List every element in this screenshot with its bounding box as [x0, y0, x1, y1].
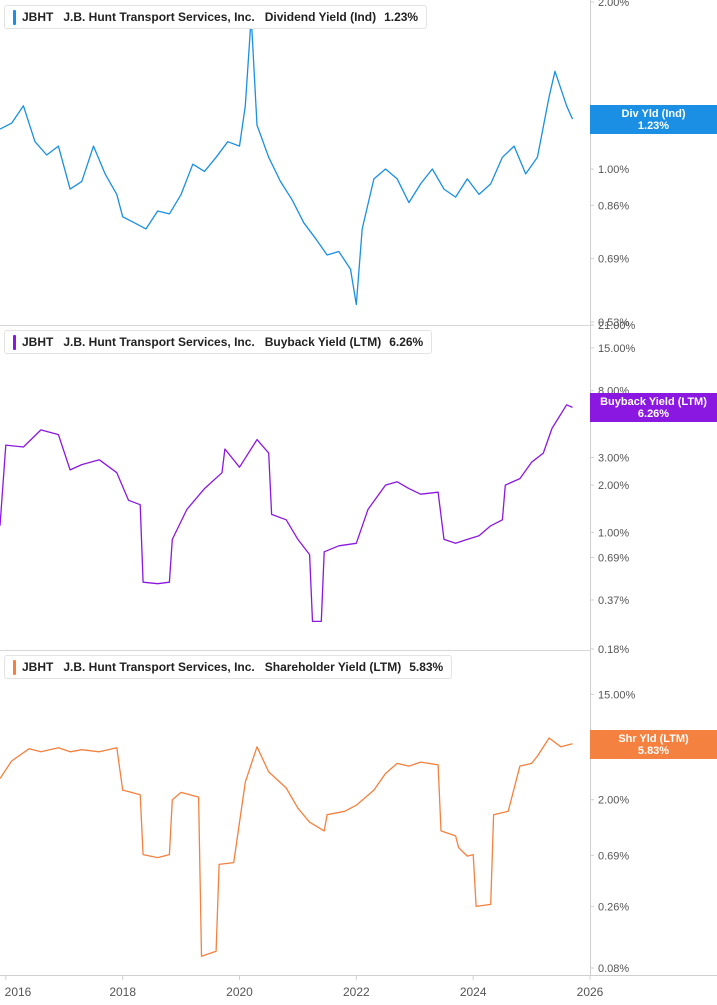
series-line — [0, 16, 574, 306]
y-tick-label: 15.00% — [598, 343, 636, 355]
y-tick-label: 0.08% — [598, 963, 629, 975]
legend-swatch — [13, 9, 16, 25]
y-tick-label: 0.18% — [598, 644, 629, 656]
legend-swatch — [13, 659, 16, 675]
y-tick-label: 0.26% — [598, 901, 629, 913]
x-tick-label: 2016 — [5, 985, 32, 999]
flag-label: Div Yld (Ind) — [621, 108, 686, 121]
y-tick-label: 0.86% — [598, 200, 629, 212]
legend-ticker: JBHT — [22, 10, 54, 24]
flag-label: Shr Yld (LTM) — [618, 732, 689, 745]
legend-ticker: JBHT — [22, 660, 54, 674]
y-tick-label: 15.00% — [598, 689, 636, 701]
y-tick-label: 2.00% — [598, 480, 629, 492]
x-tick-label: 2020 — [226, 985, 253, 999]
flag-value: 6.26% — [637, 408, 670, 421]
y-tick-label: 2.00% — [598, 0, 629, 9]
legend-company: J.B. Hunt Transport Services, Inc. — [63, 10, 255, 24]
x-tick-label: 2018 — [109, 985, 136, 999]
series-line — [0, 404, 573, 623]
y-tick-label: 0.69% — [598, 850, 629, 862]
flag-value: 1.23% — [637, 120, 670, 133]
y-tick-label: 0.53% — [598, 317, 629, 329]
x-tick-label: 2026 — [577, 985, 604, 999]
legend-value: 1.23% — [384, 10, 419, 24]
y-tick-label: 3.00% — [598, 452, 629, 464]
flag-shareholder-yield: Shr Yld (LTM) 5.83% — [590, 729, 717, 759]
x-tick-label: 2024 — [460, 985, 487, 999]
y-tick-label: 2.00% — [598, 795, 629, 807]
legend-metric: Shareholder Yield (LTM) — [264, 660, 402, 674]
legend-metric: Buyback Yield (LTM) — [264, 335, 382, 349]
x-tick-label: 2022 — [343, 985, 370, 999]
y-tick-label: 0.69% — [598, 253, 629, 265]
flag-dividend-yield: Div Yld (Ind) 1.23% — [590, 105, 717, 135]
legend-company: J.B. Hunt Transport Services, Inc. — [63, 335, 255, 349]
legend-value: 6.26% — [389, 335, 424, 349]
y-tick-label: 21.00% — [598, 320, 636, 332]
legend-value: 5.83% — [409, 660, 444, 674]
legend-ticker: JBHT — [22, 335, 54, 349]
legend-swatch — [13, 334, 16, 350]
y-tick-label: 1.00% — [598, 527, 629, 539]
y-tick-label: 0.69% — [598, 553, 629, 565]
legend-metric: Dividend Yield (Ind) — [264, 10, 377, 24]
legend-dividend-yield: JBHT J.B. Hunt Transport Services, Inc. … — [4, 5, 428, 29]
legend-shareholder-yield: JBHT J.B. Hunt Transport Services, Inc. … — [4, 655, 453, 679]
legend-company: J.B. Hunt Transport Services, Inc. — [63, 660, 255, 674]
flag-value: 5.83% — [637, 744, 670, 757]
series-line — [0, 737, 573, 957]
y-tick-label: 1.00% — [598, 164, 629, 176]
flag-label: Buyback Yield (LTM) — [600, 396, 707, 409]
y-tick-label: 0.37% — [598, 595, 629, 607]
legend-buyback-yield: JBHT J.B. Hunt Transport Services, Inc. … — [4, 330, 433, 354]
flag-buyback-yield: Buyback Yield (LTM) 6.26% — [590, 393, 717, 423]
